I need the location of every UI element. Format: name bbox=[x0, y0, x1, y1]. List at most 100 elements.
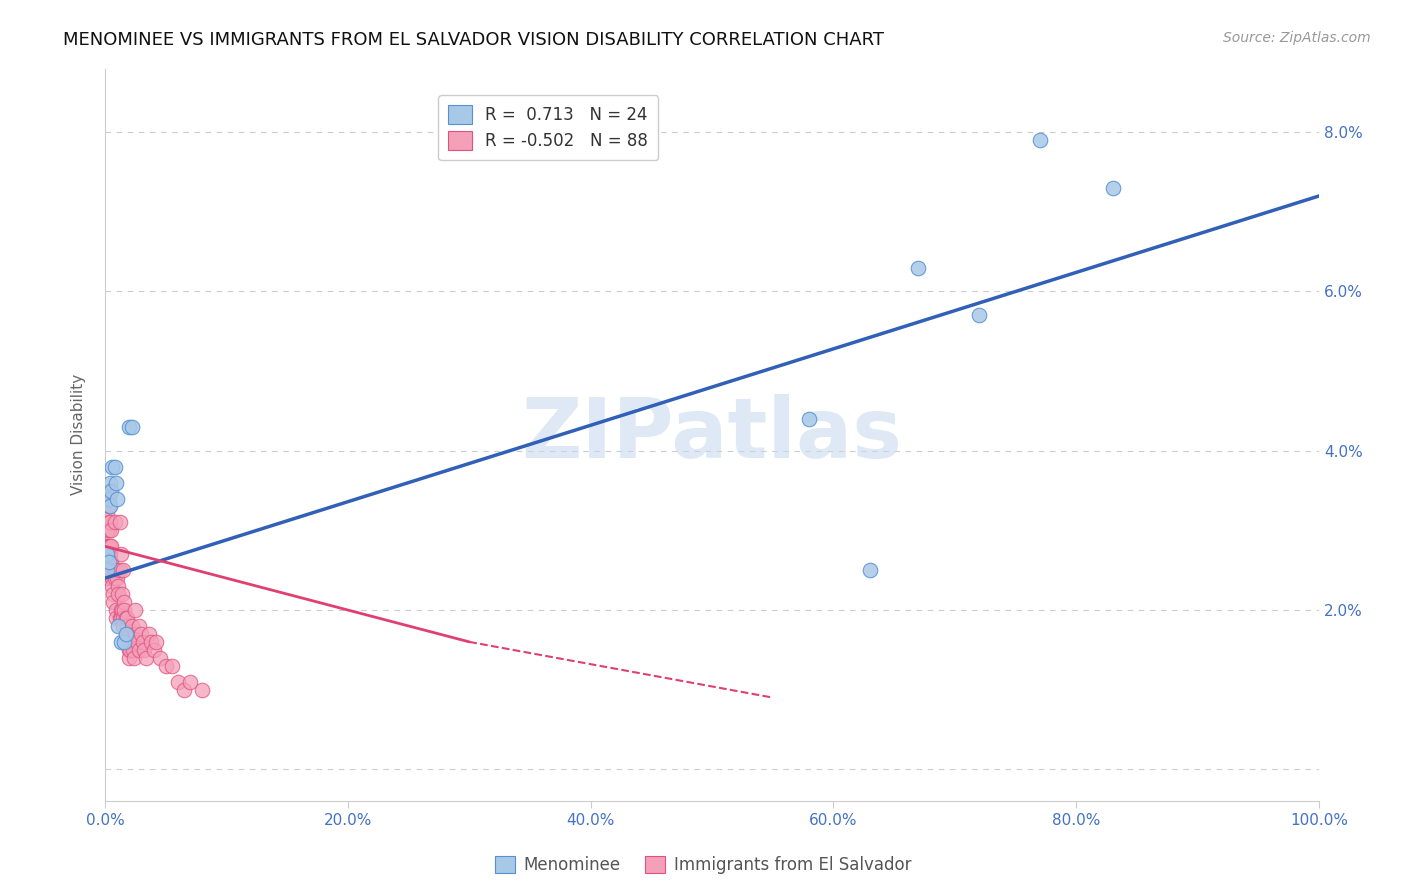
Point bbox=[97, 516, 120, 530]
Text: MENOMINEE VS IMMIGRANTS FROM EL SALVADOR VISION DISABILITY CORRELATION CHART: MENOMINEE VS IMMIGRANTS FROM EL SALVADOR… bbox=[63, 31, 884, 49]
Point bbox=[149, 650, 172, 665]
Point bbox=[179, 674, 201, 689]
Point bbox=[128, 643, 150, 657]
Point bbox=[124, 627, 146, 641]
Point bbox=[118, 643, 141, 657]
Point bbox=[967, 309, 990, 323]
Point bbox=[98, 555, 121, 569]
Point bbox=[110, 635, 132, 649]
Point bbox=[100, 539, 122, 553]
Point bbox=[125, 635, 148, 649]
Point bbox=[110, 547, 132, 561]
Point bbox=[104, 459, 127, 474]
Point bbox=[104, 563, 127, 577]
Point bbox=[97, 500, 120, 514]
Point bbox=[105, 571, 128, 585]
Point bbox=[105, 491, 128, 506]
Point bbox=[97, 539, 120, 553]
Point bbox=[115, 619, 138, 633]
Point bbox=[97, 555, 120, 569]
Point bbox=[117, 627, 139, 641]
Point bbox=[122, 643, 145, 657]
Point bbox=[101, 579, 124, 593]
Point bbox=[173, 682, 195, 697]
Point bbox=[160, 658, 183, 673]
Point bbox=[104, 571, 127, 585]
Point bbox=[96, 524, 118, 538]
Point bbox=[907, 260, 929, 275]
Point bbox=[1029, 133, 1052, 147]
Point bbox=[112, 611, 135, 625]
Point bbox=[96, 539, 118, 553]
Point bbox=[112, 619, 135, 633]
Point bbox=[145, 635, 167, 649]
Point bbox=[121, 420, 143, 434]
Text: Source: ZipAtlas.com: Source: ZipAtlas.com bbox=[1223, 31, 1371, 45]
Point bbox=[100, 483, 122, 498]
Text: ZIPatlas: ZIPatlas bbox=[522, 394, 903, 475]
Point bbox=[96, 547, 118, 561]
Point bbox=[131, 627, 153, 641]
Point bbox=[107, 587, 129, 601]
Point bbox=[131, 635, 153, 649]
Point bbox=[104, 603, 127, 617]
Point bbox=[107, 619, 129, 633]
Point bbox=[98, 547, 121, 561]
Point bbox=[104, 516, 127, 530]
Point bbox=[112, 635, 135, 649]
Point bbox=[103, 595, 125, 609]
Point bbox=[114, 627, 136, 641]
Point bbox=[191, 682, 214, 697]
Y-axis label: Vision Disability: Vision Disability bbox=[72, 375, 86, 495]
Point bbox=[96, 563, 118, 577]
Point bbox=[118, 420, 141, 434]
Point bbox=[799, 412, 821, 426]
Point bbox=[107, 579, 129, 593]
Legend: Menominee, Immigrants from El Salvador: Menominee, Immigrants from El Salvador bbox=[488, 849, 918, 880]
Point bbox=[155, 658, 177, 673]
Point bbox=[111, 603, 134, 617]
Point bbox=[97, 491, 120, 506]
Point bbox=[104, 611, 127, 625]
Point bbox=[96, 547, 118, 561]
Point bbox=[132, 643, 155, 657]
Point bbox=[97, 483, 120, 498]
Point bbox=[98, 516, 121, 530]
Point bbox=[112, 603, 135, 617]
Point bbox=[98, 539, 121, 553]
Point bbox=[101, 571, 124, 585]
Legend: R =  0.713   N = 24, R = -0.502   N = 88: R = 0.713 N = 24, R = -0.502 N = 88 bbox=[439, 95, 658, 161]
Point bbox=[101, 459, 124, 474]
Point bbox=[138, 627, 160, 641]
Point bbox=[100, 563, 122, 577]
Point bbox=[120, 635, 142, 649]
Point bbox=[103, 587, 125, 601]
Point bbox=[118, 650, 141, 665]
Point bbox=[104, 475, 127, 490]
Point bbox=[1101, 181, 1123, 195]
Point bbox=[97, 547, 120, 561]
Point bbox=[122, 650, 145, 665]
Point bbox=[117, 635, 139, 649]
Point bbox=[100, 524, 122, 538]
Point bbox=[100, 555, 122, 569]
Point bbox=[112, 595, 135, 609]
Point bbox=[142, 643, 165, 657]
Point bbox=[110, 611, 132, 625]
Point bbox=[114, 611, 136, 625]
Point bbox=[121, 635, 143, 649]
Point bbox=[96, 491, 118, 506]
Point bbox=[98, 500, 121, 514]
Point bbox=[97, 524, 120, 538]
Point bbox=[96, 571, 118, 585]
Point bbox=[124, 603, 146, 617]
Point bbox=[108, 563, 131, 577]
Point bbox=[96, 563, 118, 577]
Point bbox=[121, 619, 143, 633]
Point bbox=[96, 555, 118, 569]
Point bbox=[139, 635, 162, 649]
Point bbox=[112, 563, 135, 577]
Point bbox=[128, 619, 150, 633]
Point bbox=[115, 611, 138, 625]
Point bbox=[120, 643, 142, 657]
